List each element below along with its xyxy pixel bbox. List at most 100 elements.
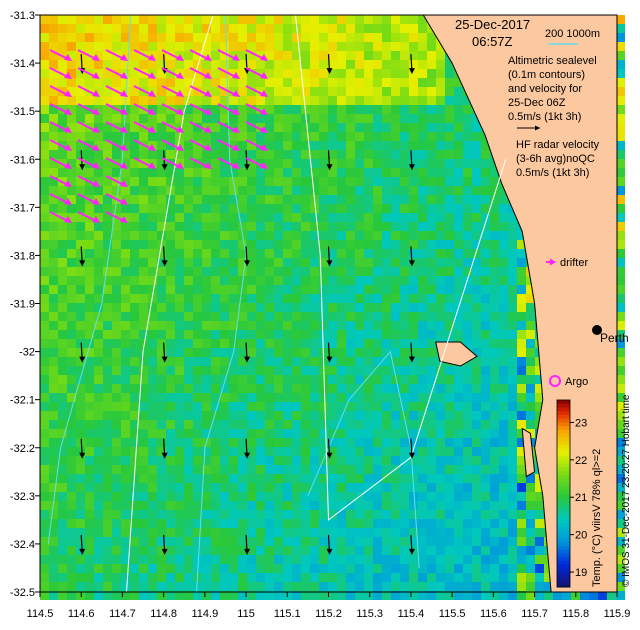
sst-cell [364, 483, 373, 492]
sst-cell [373, 357, 382, 366]
sst-cell [499, 474, 508, 483]
sst-cell [355, 582, 364, 591]
altimetry-vector [161, 438, 168, 459]
sst-cell [202, 483, 211, 492]
sst-cell [76, 582, 85, 591]
sst-cell [400, 411, 409, 420]
sst-cell [373, 303, 382, 312]
altimetry-vector [408, 438, 415, 459]
sst-cell [148, 438, 157, 447]
sst-cell [283, 87, 292, 96]
sst-cell [445, 96, 454, 105]
sst-cell [292, 411, 301, 420]
sst-cell [472, 546, 481, 555]
colorbar-step [557, 414, 570, 420]
sst-cell [157, 114, 166, 123]
sst-cell [292, 402, 301, 411]
sst-cell [310, 213, 319, 222]
sst-cell [400, 132, 409, 141]
sst-cell [346, 267, 355, 276]
sst-cell [337, 510, 346, 519]
sst-cell [40, 240, 49, 249]
sst-cell [328, 492, 337, 501]
sst-cell [472, 555, 481, 564]
sst-cell [418, 591, 427, 600]
sst-cell [220, 141, 229, 150]
sst-cell [418, 222, 427, 231]
sst-cell [292, 285, 301, 294]
sst-cell [427, 204, 436, 213]
sst-cell [490, 177, 499, 186]
sst-cell [238, 159, 247, 168]
sst-cell [310, 78, 319, 87]
sst-cell [355, 60, 364, 69]
sst-cell [337, 294, 346, 303]
sst-cell [157, 87, 166, 96]
sst-cell [76, 51, 85, 60]
sst-cell [274, 582, 283, 591]
sst-cell [301, 483, 310, 492]
sst-cell [472, 132, 481, 141]
sst-cell [94, 555, 103, 564]
sst-cell [121, 321, 130, 330]
sst-cell [373, 366, 382, 375]
sst-cell [202, 510, 211, 519]
sst-cell [445, 285, 454, 294]
sst-cell [58, 447, 67, 456]
sst-cell [337, 546, 346, 555]
sst-cell [391, 159, 400, 168]
sst-cell [85, 357, 94, 366]
sst-cell [49, 204, 58, 213]
sst-cell [418, 393, 427, 402]
sst-cell [328, 24, 337, 33]
lon-tick-label: 115.2 [315, 608, 342, 620]
sst-cell [175, 258, 184, 267]
sst-cell [211, 294, 220, 303]
sst-cell [301, 438, 310, 447]
colorbar-tick-label: 23 [575, 417, 587, 429]
sst-cell [472, 141, 481, 150]
sst-cell [472, 492, 481, 501]
sst-cell [49, 303, 58, 312]
sst-cell [247, 528, 256, 537]
sst-cell [310, 420, 319, 429]
sst-cell [40, 267, 49, 276]
sst-cell [130, 249, 139, 258]
sst-cell [517, 294, 526, 303]
sst-cell [229, 51, 238, 60]
sst-cell [499, 375, 508, 384]
sst-cell [490, 555, 499, 564]
sst-cell [436, 96, 445, 105]
sst-cell [328, 366, 337, 375]
sst-cell [508, 519, 517, 528]
sst-cell [328, 204, 337, 213]
sst-cell [535, 555, 544, 564]
sst-cell [211, 60, 220, 69]
sst-cell [202, 114, 211, 123]
sst-cell [274, 78, 283, 87]
sst-cell [265, 258, 274, 267]
sst-cell [436, 582, 445, 591]
sst-cell [301, 258, 310, 267]
sst-cell [220, 537, 229, 546]
sst-cell [472, 168, 481, 177]
sst-cell [346, 420, 355, 429]
colorbar-step [557, 486, 570, 491]
sst-cell [454, 195, 463, 204]
sst-cell [355, 222, 364, 231]
sst-cell [301, 555, 310, 564]
sst-cell [382, 312, 391, 321]
sst-cell [382, 564, 391, 573]
sst-cell [454, 465, 463, 474]
sst-cell [274, 141, 283, 150]
sst-cell [463, 249, 472, 258]
sst-cell [301, 15, 310, 24]
sst-cell [355, 69, 364, 78]
sst-cell [40, 519, 49, 528]
sst-cell [274, 465, 283, 474]
sst-cell [67, 96, 76, 105]
sst-cell [490, 366, 499, 375]
sst-cell [40, 456, 49, 465]
sst-cell [346, 375, 355, 384]
sst-cell [454, 114, 463, 123]
